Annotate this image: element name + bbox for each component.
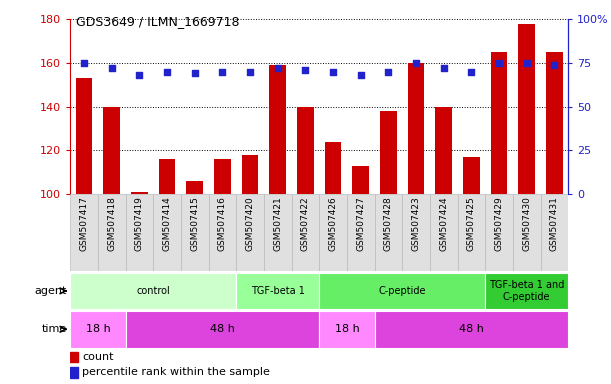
Point — [245, 69, 255, 75]
Text: GSM507417: GSM507417 — [79, 196, 89, 251]
Text: GSM507414: GSM507414 — [163, 196, 172, 251]
Bar — [236, 273, 320, 309]
Bar — [491, 52, 507, 194]
Text: 48 h: 48 h — [210, 324, 235, 334]
Point — [328, 69, 338, 75]
Bar — [70, 311, 126, 348]
Text: GSM507425: GSM507425 — [467, 196, 476, 251]
Bar — [320, 273, 485, 309]
Bar — [70, 367, 78, 378]
Text: GSM507421: GSM507421 — [273, 196, 282, 251]
Bar — [485, 194, 513, 271]
Bar — [291, 194, 320, 271]
Point — [467, 69, 477, 75]
Bar — [485, 273, 568, 309]
Text: agent: agent — [35, 286, 67, 296]
Bar — [126, 311, 320, 348]
Bar — [181, 194, 208, 271]
Point — [439, 65, 448, 71]
Text: GDS3649 / ILMN_1669718: GDS3649 / ILMN_1669718 — [76, 15, 240, 28]
Point — [494, 60, 504, 66]
Bar — [153, 194, 181, 271]
Bar — [546, 52, 563, 194]
Bar — [518, 23, 535, 194]
Point — [411, 60, 421, 66]
Text: GSM507418: GSM507418 — [108, 196, 116, 251]
Bar — [76, 78, 92, 194]
Bar — [264, 194, 291, 271]
Text: 48 h: 48 h — [459, 324, 484, 334]
Text: 18 h: 18 h — [335, 324, 359, 334]
Point — [107, 65, 117, 71]
Bar — [320, 194, 347, 271]
Bar — [375, 194, 402, 271]
Text: GSM507431: GSM507431 — [550, 196, 559, 251]
Bar — [380, 111, 397, 194]
Point — [356, 72, 365, 78]
Point — [79, 60, 89, 66]
Bar — [325, 142, 342, 194]
Point — [190, 70, 200, 76]
Bar — [131, 192, 148, 194]
Text: TGF-beta 1: TGF-beta 1 — [251, 286, 305, 296]
Text: C-peptide: C-peptide — [378, 286, 426, 296]
Bar — [103, 107, 120, 194]
Bar — [541, 194, 568, 271]
Bar — [347, 194, 375, 271]
Point — [301, 67, 310, 73]
Text: percentile rank within the sample: percentile rank within the sample — [82, 367, 270, 377]
Text: GSM507427: GSM507427 — [356, 196, 365, 251]
Text: GSM507429: GSM507429 — [494, 196, 503, 251]
Text: GSM507416: GSM507416 — [218, 196, 227, 251]
Bar — [408, 63, 425, 194]
Text: GSM507426: GSM507426 — [329, 196, 338, 251]
Bar — [70, 273, 236, 309]
Bar — [375, 311, 568, 348]
Text: TGF-beta 1 and
C-peptide: TGF-beta 1 and C-peptide — [489, 280, 565, 302]
Text: GSM507420: GSM507420 — [246, 196, 255, 251]
Bar — [463, 157, 480, 194]
Text: 18 h: 18 h — [86, 324, 111, 334]
Text: GSM507430: GSM507430 — [522, 196, 531, 251]
Text: GSM507423: GSM507423 — [412, 196, 420, 251]
Point — [384, 69, 393, 75]
Bar — [430, 194, 458, 271]
Point — [162, 69, 172, 75]
Bar — [297, 107, 313, 194]
Bar — [353, 166, 369, 194]
Point — [522, 60, 532, 66]
Text: GSM507422: GSM507422 — [301, 196, 310, 251]
Bar — [159, 159, 175, 194]
Bar — [186, 181, 203, 194]
Bar — [436, 107, 452, 194]
Text: GSM507424: GSM507424 — [439, 196, 448, 251]
Bar — [320, 311, 375, 348]
Point — [134, 72, 144, 78]
Bar — [269, 65, 286, 194]
Text: GSM507419: GSM507419 — [135, 196, 144, 251]
Bar — [208, 194, 236, 271]
Text: time: time — [42, 324, 67, 334]
Text: GSM507415: GSM507415 — [190, 196, 199, 251]
Bar — [242, 155, 258, 194]
Bar — [70, 352, 78, 362]
Bar — [214, 159, 231, 194]
Bar — [236, 194, 264, 271]
Text: control: control — [136, 286, 170, 296]
Point — [273, 65, 283, 71]
Point — [549, 61, 559, 68]
Text: count: count — [82, 352, 114, 362]
Text: GSM507428: GSM507428 — [384, 196, 393, 251]
Bar — [402, 194, 430, 271]
Bar — [126, 194, 153, 271]
Point — [218, 69, 227, 75]
Bar — [70, 194, 98, 271]
Bar — [458, 194, 485, 271]
Bar — [98, 194, 126, 271]
Bar — [513, 194, 541, 271]
